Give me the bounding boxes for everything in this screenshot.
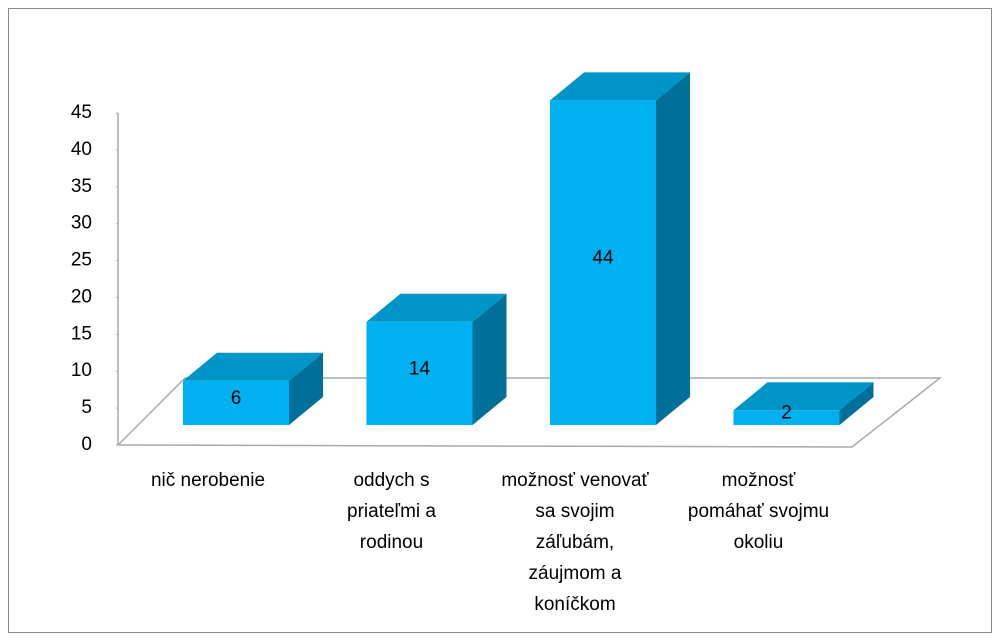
- bar-front: [733, 410, 840, 425]
- x-tick-label: možnosť pomáhať svojmu okoliu: [687, 470, 830, 553]
- value-label: 44: [592, 248, 614, 269]
- bar: [733, 382, 874, 425]
- y-tick-label: 30: [71, 213, 92, 234]
- bar-side: [289, 352, 323, 425]
- y-tick-label: 20: [71, 286, 92, 307]
- value-label: 14: [409, 358, 431, 379]
- x-tick-label: oddych s priateľmi a rodinou: [347, 470, 436, 553]
- bar-front: [183, 380, 289, 425]
- value-label: 2: [781, 403, 792, 424]
- y-tick-label: 10: [71, 360, 92, 381]
- bar-front: [366, 321, 473, 425]
- bar-side: [839, 382, 874, 425]
- y-tick-label: 0: [81, 434, 92, 455]
- y-tick-label: 15: [71, 323, 92, 344]
- bar-front: [550, 100, 656, 425]
- chart-border: [8, 8, 992, 633]
- floor: [116, 377, 943, 448]
- bar-top: [366, 293, 507, 322]
- bar-side: [656, 72, 690, 425]
- bar: [550, 72, 690, 425]
- x-tick-label: možnosť venovať sa svojim záľubám, záujm…: [501, 470, 649, 615]
- value-label: 6: [231, 388, 242, 409]
- bar-side: [472, 293, 507, 425]
- y-tick-label: 25: [71, 250, 92, 271]
- bar-top: [550, 72, 690, 101]
- y-tick-label: 40: [71, 139, 92, 160]
- y-tick-label: 45: [71, 102, 92, 123]
- bar: [366, 293, 507, 425]
- y-tick-label: 5: [81, 397, 92, 418]
- bar: [183, 352, 323, 425]
- x-tick-label: nič nerobenie: [150, 470, 266, 491]
- bar-top: [183, 352, 323, 381]
- y-tick-label: 35: [71, 176, 92, 197]
- bar-top: [733, 382, 874, 411]
